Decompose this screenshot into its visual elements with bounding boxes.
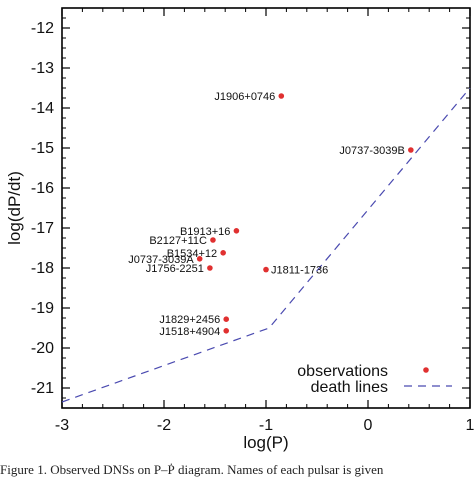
point-label: J0737-3039B: [339, 145, 404, 157]
point-label: J1811-1736: [271, 265, 328, 277]
point-label: J1829+2456: [159, 314, 220, 326]
point-label: J0737-3039A: [128, 254, 194, 266]
data-point: [408, 147, 414, 153]
data-point: [210, 237, 216, 243]
plot-frame: [61, 7, 471, 409]
figure-caption: Figure 1. Observed DNSs on P–Ṗ diagram. …: [0, 462, 384, 477]
point-label: B1534+12: [167, 248, 217, 260]
y-tick-label: -20: [31, 340, 54, 357]
y-tick-label: -19: [31, 300, 54, 317]
y-tick-label: -18: [31, 260, 54, 277]
x-tick-label: -3: [55, 417, 69, 434]
legend: observations death lines: [297, 363, 452, 396]
x-axis-title: log(P): [243, 433, 288, 452]
legend-death-lines-label: death lines: [311, 379, 388, 396]
data-point: [263, 266, 269, 273]
point-label: J1906+0746: [214, 91, 275, 103]
data-point: [233, 228, 240, 234]
y-tick-label: -14: [31, 100, 54, 117]
y-axis-title: log(dP/dt): [5, 171, 24, 245]
data-point: [278, 93, 285, 99]
scatter-chart: -3 -2 -1 0 1 -21 -20 -19 -18 -17 -16 -15 -14 -13 -12 J…: [5, 7, 474, 452]
point-label: B2127+11C: [149, 235, 207, 247]
y-tick-label: -13: [31, 60, 54, 77]
x-tick-label: 1: [466, 417, 474, 434]
y-tick-label: -17: [31, 220, 54, 237]
point-label: J1518+4904: [159, 326, 220, 338]
death-line: [61, 87, 471, 403]
x-tick-label: -1: [259, 417, 273, 434]
data-point: [207, 265, 213, 271]
x-tick-label: -2: [157, 417, 171, 434]
data-point: [220, 250, 226, 256]
x-tick-label: 0: [364, 417, 373, 434]
legend-observations-label: observations: [297, 363, 388, 380]
y-tick-label: -21: [31, 380, 54, 397]
y-tick-label: -15: [31, 140, 54, 157]
point-label: B1913+16: [180, 226, 230, 238]
point-label: J1756-2251: [146, 263, 204, 275]
data-point: [223, 328, 230, 334]
data-point: [223, 316, 230, 323]
data-point: [196, 255, 203, 262]
legend-observations-marker: [423, 367, 429, 373]
y-tick-label: -16: [31, 180, 54, 197]
y-tick-label: -12: [31, 20, 54, 37]
